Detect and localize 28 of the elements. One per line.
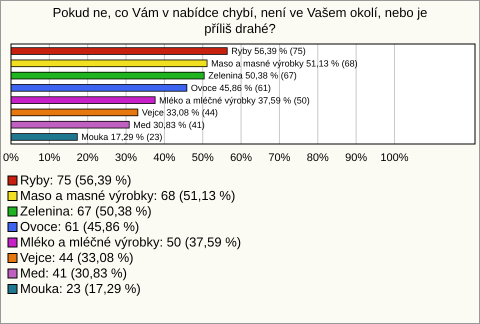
text: Vejce: 44 (33,08 %) xyxy=(20,250,134,266)
data-label: Zelenina 50,38 % (67) xyxy=(208,70,297,81)
text: Ryby: 75 (56,39 %) xyxy=(20,172,132,188)
data-label: Maso a masné výrobky 51,13 % (68) xyxy=(211,58,358,68)
x-tick-label: 90% xyxy=(345,152,368,164)
x-tick-label: 20% xyxy=(76,152,99,164)
data-label: Med 30,83 % (41) xyxy=(133,120,205,130)
text: Mléko a mléčné výrobky: 50 (37,59 %) xyxy=(20,234,242,250)
data-label: Ryby 56,39 % (75) xyxy=(231,46,306,56)
x-tick-label: 40% xyxy=(153,152,176,164)
x-tick-label: 10% xyxy=(38,152,61,164)
data-label: Mléko a mléčné výrobky 37,59 % (50) xyxy=(159,95,310,106)
text: Med: 41 (30,83 %) xyxy=(20,266,127,281)
x-tick-label: 70% xyxy=(268,152,291,164)
x-tick-label: 80% xyxy=(306,152,329,164)
x-tick-label: 100% xyxy=(380,152,409,164)
x-tick-label: 60% xyxy=(230,152,252,164)
x-tick-label: 0% xyxy=(3,152,20,164)
text: Zelenina: 67 (50,38 %) xyxy=(20,204,152,219)
x-tick-label: 30% xyxy=(115,152,138,164)
x-tick-label: 50% xyxy=(192,152,214,164)
chart-title: Pokud ne, co Vám v nabídce chybí, není ve Vašem okolí, nebo je příliš drahé? xyxy=(52,5,428,36)
text: Maso a masné výrobky: 68 (51,13 %) xyxy=(20,188,236,204)
data-label: Mouka 17,29 % (23) xyxy=(81,132,162,142)
data-label: Vejce 33,08 % (44) xyxy=(142,108,218,118)
data-label: Ovoce 45,86 % (61) xyxy=(190,83,271,94)
text: Mouka: 23 (17,29 %) xyxy=(20,281,141,296)
text: Ovoce: 61 (45,86 %) xyxy=(20,219,140,234)
